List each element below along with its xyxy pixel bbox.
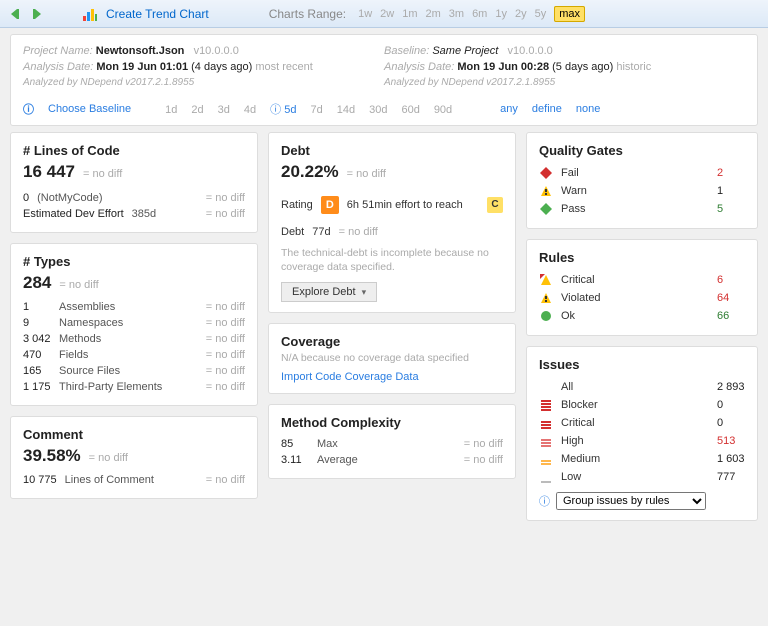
- loc-value: 16 447: [23, 162, 75, 182]
- explore-debt-button[interactable]: Explore Debt: [281, 282, 377, 302]
- forward-icon[interactable]: [30, 6, 46, 22]
- list-item: 0(NotMyCode)no diff: [23, 190, 245, 206]
- metric-row-high[interactable]: High513: [539, 432, 745, 450]
- quality-title: Quality Gates: [539, 143, 745, 158]
- blocker-icon: [539, 398, 553, 412]
- low-icon: [539, 470, 553, 484]
- debt-value: 20.22%: [281, 162, 339, 182]
- list-item: 85Maxno diff: [281, 436, 503, 452]
- baseline-selector: ⓘ Choose Baseline 1d 2d 3d 4d ⓘ 5d 7d 14d 30d 60…: [23, 101, 745, 117]
- coverage-card: Coverage N/A because no coverage data sp…: [268, 323, 516, 394]
- metric-row-violated[interactable]: Violated64: [539, 289, 745, 307]
- list-item: 3 042Methodsno diff: [23, 331, 245, 347]
- viol-icon: [539, 291, 553, 305]
- rating-badge: D: [321, 196, 339, 214]
- list-item: 9Namespacesno diff: [23, 315, 245, 331]
- metric-row-pass[interactable]: Pass5: [539, 200, 745, 218]
- baseline-opt-30d[interactable]: 30d: [369, 104, 387, 116]
- debt-note: The technical-debt is incomplete because…: [281, 246, 503, 274]
- range-opt-1m[interactable]: 1m: [402, 8, 417, 20]
- metric-row-all[interactable]: All2 893: [539, 378, 745, 396]
- fail-icon: [539, 166, 553, 180]
- comment-value: 39.58%: [23, 446, 81, 466]
- all-icon: [539, 380, 553, 394]
- create-trend-button[interactable]: Create Trend Chart: [106, 7, 209, 21]
- types-title: # Types: [23, 254, 245, 269]
- loc-title: # Lines of Code: [23, 143, 245, 158]
- metric-row-critical[interactable]: Critical6: [539, 271, 745, 289]
- high-icon: [539, 434, 553, 448]
- coverage-title: Coverage: [281, 334, 503, 349]
- critical-icon: [539, 416, 553, 430]
- import-coverage-link[interactable]: Import Code Coverage Data: [281, 371, 419, 383]
- baseline-opt-5d[interactable]: ⓘ 5d: [270, 104, 296, 116]
- metric-row-low[interactable]: Low777: [539, 468, 745, 486]
- baseline-opt-60d[interactable]: 60d: [401, 104, 419, 116]
- group-issues-select[interactable]: Group issues by rules: [556, 492, 706, 510]
- ok-icon: [539, 309, 553, 323]
- pass-icon: [539, 202, 553, 216]
- baseline-any[interactable]: any: [500, 103, 518, 115]
- debt-card: Debt 20.22% no diff Rating D 6h 51min ef…: [268, 132, 516, 313]
- choose-baseline-link[interactable]: Choose Baseline: [48, 103, 131, 115]
- list-item: 10 775Lines of Commentno diff: [23, 472, 245, 488]
- metric-row-blocker[interactable]: Blocker0: [539, 396, 745, 414]
- project-header: Project Name: Newtonsoft.Json v10.0.0.0 …: [10, 34, 758, 126]
- reach-badge: C: [487, 197, 503, 213]
- debt-title: Debt: [281, 143, 503, 158]
- list-item: Estimated Dev Effort385dno diff: [23, 206, 245, 222]
- range-opt-2y[interactable]: 2y: [515, 8, 527, 20]
- baseline-opt-4d[interactable]: 4d: [244, 104, 256, 116]
- metric-row-fail[interactable]: Fail2: [539, 164, 745, 182]
- list-item: 165Source Filesno diff: [23, 363, 245, 379]
- range-opt-3m[interactable]: 3m: [449, 8, 464, 20]
- metric-row-ok[interactable]: Ok66: [539, 307, 745, 325]
- range-options: 1w 2w 1m 2m 3m 6m 1y 2y 5y max: [354, 8, 589, 20]
- metric-row-critical[interactable]: Critical0: [539, 414, 745, 432]
- metric-row-medium[interactable]: Medium1 603: [539, 450, 745, 468]
- list-item: 1Assembliesno diff: [23, 299, 245, 315]
- toolbar: Create Trend Chart Charts Range: 1w 2w 1m 2…: [0, 0, 768, 28]
- range-opt-5y[interactable]: 5y: [535, 8, 547, 20]
- info-icon: ⓘ: [539, 493, 550, 509]
- comment-card: Comment 39.58% no diff 10 775Lines of Co…: [10, 416, 258, 499]
- list-item: 3.11Averageno diff: [281, 452, 503, 468]
- quality-gates-card: Quality Gates Fail2Warn1Pass5: [526, 132, 758, 229]
- trend-chart-icon[interactable]: [82, 6, 98, 22]
- list-item: 470Fieldsno diff: [23, 347, 245, 363]
- baseline-opt-7d[interactable]: 7d: [310, 104, 322, 116]
- baseline-opt-90d[interactable]: 90d: [434, 104, 452, 116]
- comment-title: Comment: [23, 427, 245, 442]
- back-icon[interactable]: [8, 6, 24, 22]
- crit-icon: [539, 273, 553, 287]
- baseline-opt-1d[interactable]: 1d: [165, 104, 177, 116]
- range-opt-2m[interactable]: 2m: [426, 8, 441, 20]
- types-card: # Types 284 no diff 1Assembliesno diff9N…: [10, 243, 258, 406]
- lines-of-code-card: # Lines of Code 16 447 no diff 0(NotMyCo…: [10, 132, 258, 233]
- rules-card: Rules Critical6Violated64Ok66: [526, 239, 758, 336]
- baseline-none[interactable]: none: [576, 103, 600, 115]
- complexity-title: Method Complexity: [281, 415, 503, 430]
- warn-icon: [539, 184, 553, 198]
- range-opt-1w[interactable]: 1w: [358, 8, 372, 20]
- complexity-card: Method Complexity 85Maxno diff3.11Averag…: [268, 404, 516, 479]
- baseline-opt-14d[interactable]: 14d: [337, 104, 355, 116]
- baseline-opt-2d[interactable]: 2d: [191, 104, 203, 116]
- list-item: 1 175Third-Party Elementsno diff: [23, 379, 245, 395]
- range-opt-6m[interactable]: 6m: [472, 8, 487, 20]
- info-icon: ⓘ: [23, 101, 34, 117]
- metric-row-warn[interactable]: Warn1: [539, 182, 745, 200]
- range-label: Charts Range:: [269, 7, 346, 21]
- rules-title: Rules: [539, 250, 745, 265]
- baseline-opt-3d[interactable]: 3d: [218, 104, 230, 116]
- issues-card: Issues All2 893Blocker0Critical0High513M…: [526, 346, 758, 521]
- baseline-define[interactable]: define: [532, 103, 562, 115]
- types-value: 284: [23, 273, 51, 293]
- medium-icon: [539, 452, 553, 466]
- range-opt-1y[interactable]: 1y: [495, 8, 507, 20]
- issues-title: Issues: [539, 357, 745, 372]
- range-opt-2w[interactable]: 2w: [380, 8, 394, 20]
- range-opt-max[interactable]: max: [554, 6, 585, 22]
